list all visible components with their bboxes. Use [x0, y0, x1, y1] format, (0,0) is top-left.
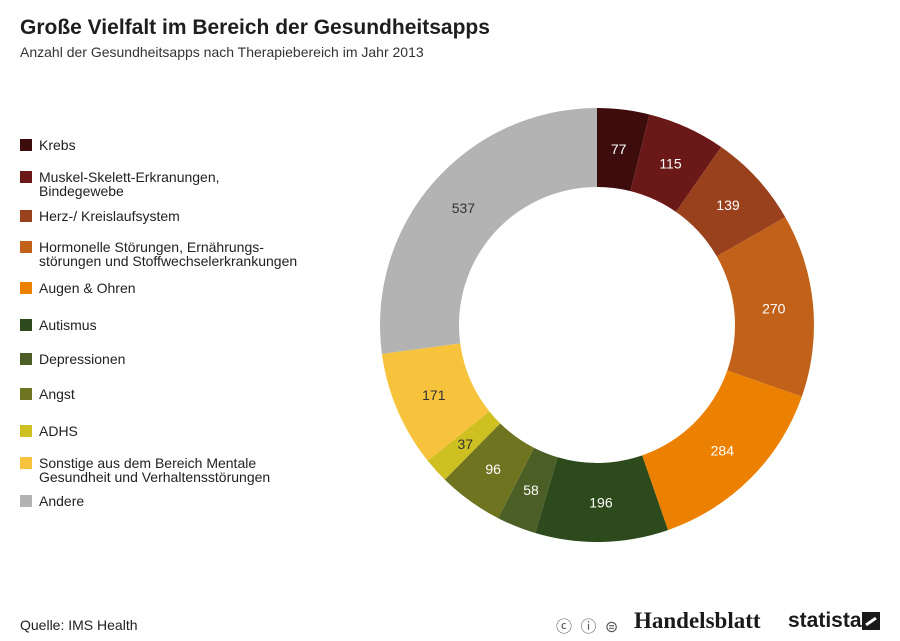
legend-label: Andere [39, 494, 349, 508]
legend-label-line: störungen und Stoffwechselerkrankungen [39, 253, 298, 269]
donut-slice [597, 108, 650, 192]
legend-swatch [20, 139, 32, 151]
legend-label-line: Autismus [39, 317, 97, 333]
donut-slice [427, 411, 501, 480]
slice-value-label: 537 [452, 200, 476, 216]
legend-label-line: Bindegewebe [39, 183, 124, 199]
slice-value-label: 284 [711, 443, 735, 459]
legend-swatch [20, 388, 32, 400]
chart-title: Große Vielfalt im Bereich der Gesundheit… [20, 16, 490, 39]
legend-swatch [20, 171, 32, 183]
legend-label-line: Muskel-Skelett-Erkranungen, [39, 169, 220, 185]
donut-slice [642, 370, 802, 531]
legend-label: Muskel-Skelett-Erkranungen, Bindegewebe [39, 170, 349, 198]
legend-label-line: Krebs [39, 137, 76, 153]
legend-label-line: Andere [39, 493, 85, 509]
handelsblatt-logo: Handelsblatt [634, 608, 761, 633]
slice-value-label: 115 [659, 155, 682, 171]
donut-slice [379, 108, 597, 354]
slice-value-label: 96 [485, 461, 501, 477]
legend-label-line: Angst [39, 386, 75, 402]
legend-swatch [20, 457, 32, 469]
legend-swatch [20, 495, 32, 507]
donut-slice [630, 114, 722, 212]
slice-value-label: 270 [762, 301, 786, 317]
legend-label-line: Gesundheit und Verhaltensstörungen [39, 469, 271, 485]
donut-slice [498, 447, 558, 534]
slice-value-label: 77 [611, 141, 627, 157]
source-note: Quelle: IMS Health [20, 617, 138, 633]
donut-slice [444, 423, 535, 519]
legend-label-line: ADHS [39, 423, 78, 439]
legend-label-line: Depressionen [39, 351, 126, 367]
legend-swatch [20, 210, 32, 222]
slice-value-label: 37 [457, 436, 473, 452]
chart-subtitle: Anzahl der Gesundheitsapps nach Therapie… [20, 44, 424, 60]
slice-value-label: 139 [716, 197, 740, 213]
legend-swatch [20, 282, 32, 294]
legend-label: Krebs [39, 138, 349, 152]
legend-label: Angst [39, 387, 349, 401]
legend-label: Autismus [39, 318, 349, 332]
legend-label: Augen & Ohren [39, 281, 349, 295]
statista-logo: statista [788, 609, 862, 632]
slice-value-label: 196 [589, 494, 613, 510]
legend-swatch [20, 353, 32, 365]
legend-swatch [20, 319, 32, 331]
legend-label-line: Augen & Ohren [39, 280, 136, 296]
legend-swatch [20, 425, 32, 437]
legend-swatch [20, 241, 32, 253]
legend-label: ADHS [39, 424, 349, 438]
slice-value-label: 171 [422, 387, 446, 403]
legend-label: Herz-/ Kreislaufsystem [39, 209, 349, 223]
slice-value-label: 58 [523, 482, 539, 498]
donut-slice [535, 455, 668, 542]
legend-label-line: Herz-/ Kreislaufsystem [39, 208, 180, 224]
donut-slice [675, 147, 786, 257]
legend-label: Hormonelle Störungen, Ernährungs-störung… [39, 240, 349, 268]
legend-label-line: Hormonelle Störungen, Ernährungs- [39, 239, 264, 255]
donut-slice [381, 343, 490, 461]
legend-label: Depressionen [39, 352, 349, 366]
legend-label-line: Sonstige aus dem Bereich Mentale [39, 455, 257, 471]
legend-label: Sonstige aus dem Bereich Mentale Gesundhe… [39, 456, 349, 484]
donut-slice [716, 217, 814, 397]
creative-commons-icon: ⓒ ⓘ ⊜ [556, 619, 621, 636]
statista-icon [862, 612, 880, 630]
